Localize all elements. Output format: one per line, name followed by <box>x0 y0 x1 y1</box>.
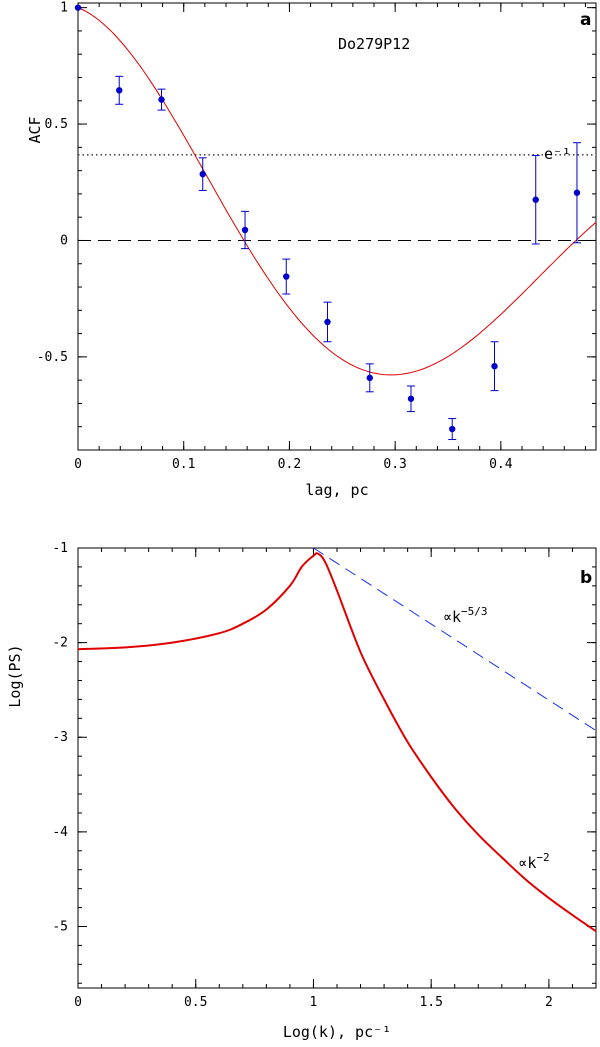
data-marker <box>283 273 290 280</box>
y-tick-label: -4 <box>52 825 68 840</box>
panel-a-ticks: 0 0.1 0.2 0.3 0.4 -0.5 0 0.5 1 <box>37 1 596 472</box>
data-marker <box>199 170 206 178</box>
x-tick-label: 1 <box>310 995 318 1010</box>
annotation-exponent: −2 <box>536 851 549 864</box>
acf-point <box>448 418 457 441</box>
k-minus-two-annotation: ∝k−2 <box>518 851 549 872</box>
model-fit-curve <box>77 7 597 376</box>
annotation-base: ∝k <box>518 854 536 872</box>
acf-point <box>407 385 415 413</box>
data-marker <box>366 374 373 382</box>
acf-point <box>241 210 250 250</box>
acf-point <box>74 4 82 11</box>
acf-point <box>572 142 581 244</box>
y-tick-label: -1 <box>52 541 68 556</box>
panel-b-letter: b <box>580 568 592 588</box>
data-marker <box>158 96 165 103</box>
x-tick-label: 2 <box>545 995 553 1010</box>
panel-b-power-spectrum-plot: 0 0.5 1 1.5 2-5-4-3-2-1 b ∝k−5/3 ∝k−2 Log(k)… <box>6 541 597 1041</box>
data-marker <box>324 318 331 326</box>
data-marker <box>407 395 415 402</box>
acf-point <box>365 363 374 393</box>
acf-point <box>531 154 540 245</box>
acf-point <box>323 301 332 343</box>
data-marker <box>116 87 123 94</box>
panel-a-y-axis-label: ACF <box>26 116 44 143</box>
x-tick-label: 0.4 <box>489 457 513 472</box>
y-tick-label: 1 <box>60 1 68 16</box>
panel-a-frame <box>77 2 597 451</box>
y-tick-label: -5 <box>52 919 68 934</box>
panel-a-letter: a <box>580 10 591 30</box>
e-inverse-label: e⁻¹ <box>544 145 571 163</box>
panel-b-y-axis-label: Log(PS) <box>6 644 24 707</box>
annotation-exponent: −5/3 <box>461 605 488 618</box>
x-tick-label: 0.3 <box>383 457 406 472</box>
power-spectrum-curve <box>77 552 597 933</box>
k-minus-five-thirds-annotation: ∝k−5/3 <box>443 605 488 626</box>
x-tick-label: 0.5 <box>184 995 207 1010</box>
y-tick-label: -0.5 <box>37 350 68 365</box>
panel-b-frame <box>77 547 597 989</box>
data-marker <box>241 226 249 234</box>
data-marker <box>573 189 581 196</box>
data-marker <box>74 4 82 11</box>
panel-a-x-axis-label: lag, pc <box>305 481 368 499</box>
acf-data-points <box>74 4 581 441</box>
x-tick-label: 0 <box>74 995 82 1010</box>
data-marker <box>491 362 498 370</box>
panel-b-ticks: 0 0.5 1 1.5 2 -5 -4 -3 -2 -1 <box>52 541 597 1010</box>
acf-point <box>282 258 291 295</box>
acf-point <box>115 75 124 105</box>
x-tick-label: 0 <box>74 457 82 472</box>
y-tick-label: 0.5 <box>45 117 68 132</box>
acf-point <box>490 341 499 392</box>
acf-point <box>198 157 207 191</box>
y-tick-label: 0 <box>60 233 68 248</box>
dataset-title: Do279P12 <box>338 35 410 53</box>
x-tick-label: 1.5 <box>419 995 442 1010</box>
y-tick-label: -2 <box>52 636 68 651</box>
panel-a-acf-plot: 0 0.1 0.2 0.3 0.4 -0.5 0 0.5 1 Do279P12 a e⁻¹ la… <box>26 1 597 499</box>
data-marker <box>449 425 456 433</box>
data-marker <box>532 196 539 203</box>
x-tick-label: 0.1 <box>172 457 195 472</box>
x-tick-label: 0.2 <box>278 457 301 472</box>
annotation-base: ∝k <box>443 608 461 626</box>
acf-point <box>157 88 166 111</box>
panel-b-x-axis-label: Log(k), pc⁻¹ <box>283 1023 391 1041</box>
y-tick-label: -3 <box>52 730 68 745</box>
